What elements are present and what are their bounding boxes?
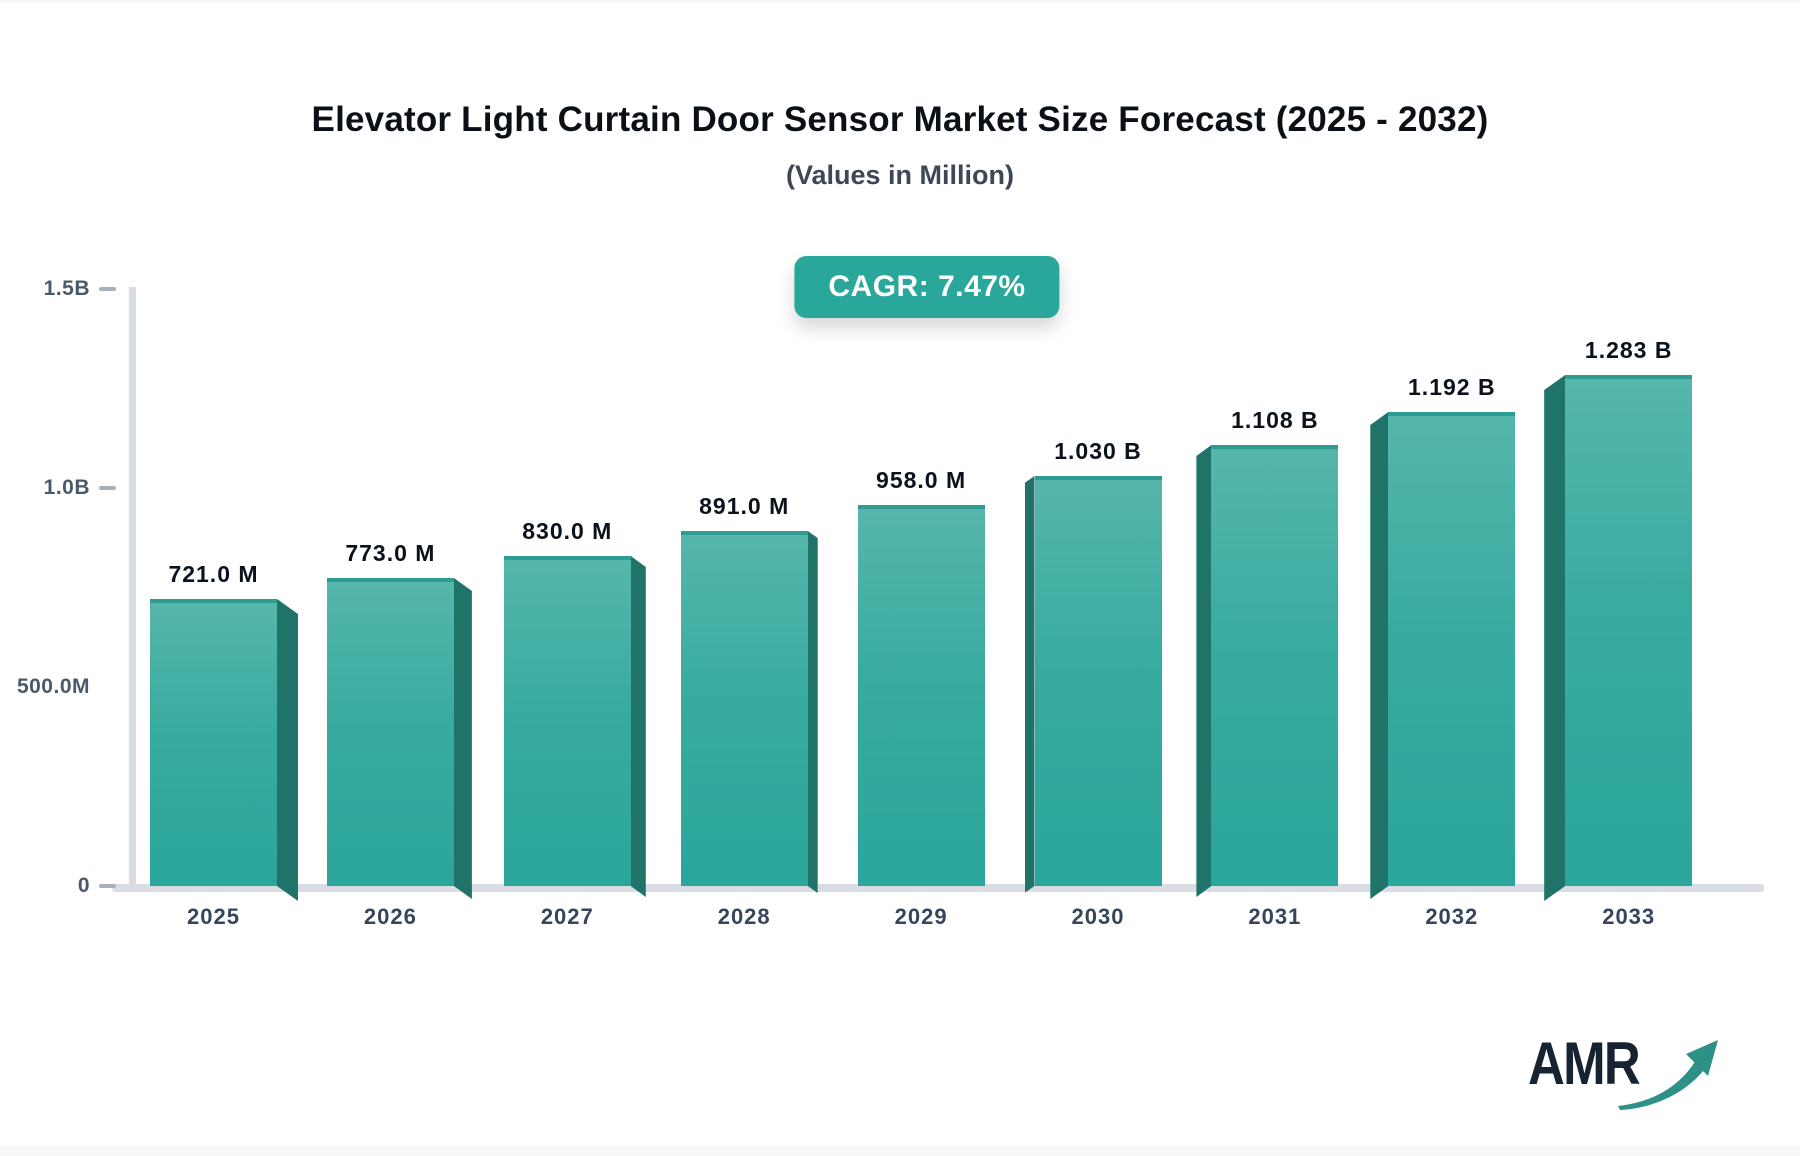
bar-side-face — [1544, 375, 1565, 901]
y-axis-tick-dash — [99, 486, 116, 490]
bar-value-label: 1.192 B — [1408, 374, 1496, 400]
bar-value-label: 958.0 M — [876, 467, 967, 493]
bar-2030 — [1034, 476, 1162, 886]
bar-2032 — [1388, 412, 1516, 886]
x-axis-label: 2027 — [540, 904, 594, 929]
x-axis-label: 2032 — [1425, 904, 1479, 929]
bar-2025 — [150, 599, 277, 886]
bar-side-face — [631, 556, 646, 897]
cagr-badge: CAGR: 7.47% — [794, 256, 1060, 318]
y-axis-tick-label: 500.0M — [16, 675, 90, 698]
bar-value-label: 1.283 B — [1584, 337, 1673, 363]
bar-2029 — [857, 505, 985, 886]
bar-side-face — [808, 531, 818, 893]
bar-value-label: 891.0 M — [699, 493, 790, 519]
y-axis-tick-dash — [99, 287, 116, 291]
bar-value-label: 1.108 B — [1231, 407, 1319, 433]
y-axis-tick-label: 1.0B — [43, 476, 90, 499]
bar-2026 — [326, 578, 454, 886]
y-axis-tick-dash — [99, 884, 116, 888]
x-axis-label: 2028 — [717, 904, 771, 929]
bar-side-face — [1370, 412, 1388, 899]
x-axis-label: 2029 — [894, 904, 948, 929]
bar-side-face — [1196, 445, 1211, 897]
bar-value-label: 773.0 M — [345, 540, 436, 566]
x-axis-label: 2031 — [1248, 904, 1302, 929]
y-axis-tick-label: 0 — [77, 874, 90, 897]
chart-title: Elevator Light Curtain Door Sensor Marke… — [311, 100, 1489, 139]
bar-side-face — [277, 599, 298, 901]
amr-logo: AMR — [1528, 1034, 1748, 1114]
x-axis-label: 2033 — [1602, 904, 1656, 929]
bar-side-face — [1025, 476, 1035, 893]
bar-2031 — [1211, 445, 1339, 886]
y-axis-tick-label: 1.5B — [43, 277, 90, 300]
bar-value-label: 721.0 M — [168, 561, 259, 587]
amr-logo-text: AMR — [1528, 1030, 1641, 1097]
bar-value-label: 1.030 B — [1054, 438, 1142, 464]
x-axis-label: 2025 — [187, 904, 240, 929]
x-axis-label: 2030 — [1071, 904, 1125, 929]
bar-2033 — [1565, 375, 1693, 886]
growth-arrow-icon — [1618, 1040, 1718, 1110]
bar-side-face — [454, 578, 472, 899]
bar-2028 — [680, 531, 808, 886]
bar-2027 — [503, 556, 631, 886]
y-axis-line — [129, 287, 136, 887]
x-axis-label: 2026 — [363, 904, 417, 929]
chart-subtitle: (Values in Million) — [785, 160, 1015, 190]
x-axis-line — [112, 884, 1764, 892]
bar-value-label: 830.0 M — [522, 518, 613, 544]
